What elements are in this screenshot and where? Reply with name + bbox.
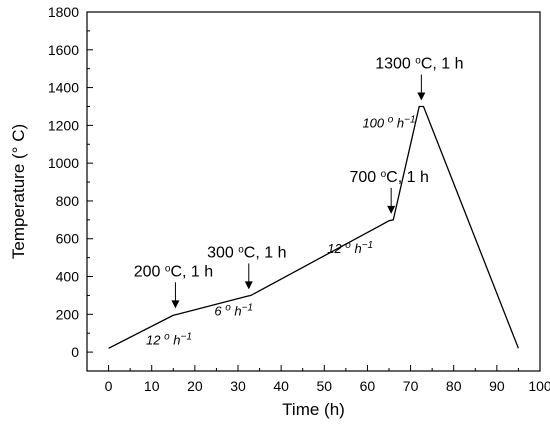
x-tick-label: 30	[230, 378, 246, 394]
temperature-curve	[108, 105, 520, 349]
x-tick-label: 10	[144, 378, 160, 394]
y-tick-label: 1200	[48, 117, 79, 133]
arrow-head	[387, 205, 396, 214]
heating-rate-label: 100 o h−1	[362, 114, 415, 131]
x-tick-label: 50	[316, 378, 332, 394]
x-tick-label: 100	[528, 378, 550, 394]
annotation-label: 300 oC, 1 h	[207, 244, 286, 262]
y-tick-label: 1600	[48, 42, 79, 58]
plot-area	[108, 105, 520, 349]
y-tick-label: 800	[56, 193, 80, 209]
y-tick-label: 0	[71, 344, 79, 360]
y-tick-label: 1800	[48, 4, 79, 20]
axes: 0 10 20 30 40 50 60 70 80 90 100020040060080010001…	[48, 4, 550, 394]
x-tick-label: 20	[187, 378, 203, 394]
x-tick-label: 60	[360, 378, 376, 394]
annotation-label: 700 oC, 1 h	[349, 168, 428, 186]
y-tick-label: 1400	[48, 80, 79, 96]
heating-rate-label: 12 o h−1	[327, 239, 373, 256]
annotation-label: 200 oC, 1 h	[134, 263, 213, 281]
arrow-head	[171, 300, 180, 309]
y-tick-label: 1000	[48, 155, 79, 171]
x-tick-label: 40	[273, 378, 289, 394]
y-tick-label: 200	[56, 306, 80, 322]
plot-frame	[86, 11, 541, 372]
y-tick-label: 600	[56, 231, 80, 247]
heating-rate-label: 6 o h−1	[214, 302, 253, 319]
x-tick-label: 80	[446, 378, 462, 394]
x-tick-label: 70	[403, 378, 419, 394]
y-axis-title: Temperature (° C)	[9, 124, 28, 259]
x-tick-label: 90	[489, 378, 505, 394]
heating-rate-label: 12 o h−1	[146, 331, 192, 348]
arrow-head	[417, 92, 426, 101]
x-tick-label: 0	[105, 378, 113, 394]
annotation-label: 1300 oC, 1 h	[375, 55, 463, 73]
arrow-head	[244, 281, 253, 290]
y-tick-label: 400	[56, 269, 80, 285]
x-axis-title: Time (h)	[282, 400, 345, 419]
